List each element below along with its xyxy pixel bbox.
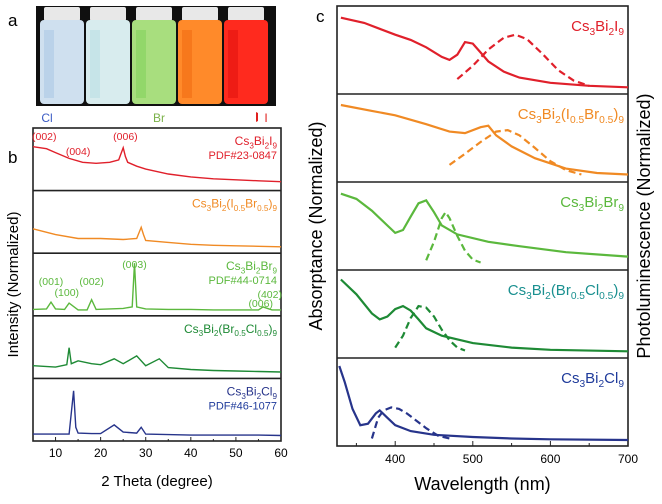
xrd-x-tick-label: 30 (139, 446, 153, 460)
xrd-pdf-label: PDF#44-0714 (209, 275, 278, 287)
xrd-pattern-line (33, 390, 282, 437)
xrd-pattern-line (32, 225, 282, 248)
pl-line (456, 33, 590, 87)
xrd-chart: Cs3​Bi2​I9​PDF#23-0847 (002) (004) (006) Cs3… (5, 127, 288, 490)
absorption-pl-chart: Cs3​Bi2​I9​ Cs3​Bi2​(I0.5​Br0.5​)9​ Cs3​Bi… (306, 5, 654, 494)
spectra-x-tick-label: 700 (618, 452, 638, 466)
xrd-frame (32, 127, 282, 442)
xrd-x-tick-label: 10 (49, 446, 63, 460)
xrd-x-tick-label: 50 (229, 446, 243, 460)
xrd-pattern-line (32, 145, 282, 183)
xrd-label-iBr: Cs3​Bi2​(I0.5​Br0.5​)9​ (192, 197, 277, 213)
vial-highlight (44, 30, 54, 98)
vial (40, 7, 84, 104)
xrd-peak-label: (002) (79, 276, 104, 288)
spectra-label-cs3bi2br9: Cs3​Bi2​Br9​ (560, 194, 624, 214)
pl-line (370, 406, 450, 440)
xrd-peak-label: (006) (113, 131, 138, 143)
spectra-label-brCl: Cs3​Bi2​(Br0.5​Cl0.5​)9​ (508, 282, 625, 302)
xrd-peak-label: (004) (66, 146, 91, 158)
absorptance-line (340, 16, 629, 89)
xrd-x-tick-label: 40 (184, 446, 198, 460)
xrd-peak-label: (002) (32, 131, 57, 143)
vial-cap (90, 7, 126, 21)
vial-cap (136, 7, 172, 21)
vial-highlight (90, 30, 100, 98)
vial (224, 7, 268, 104)
absorptance-y-axis-label: Absorptance (Normalized) (306, 121, 326, 330)
scale-label-br: Br (153, 111, 165, 125)
vial (178, 7, 222, 104)
xrd-label-cs3bi2i9: Cs3​Bi2​I9​ (235, 134, 278, 150)
xrd-pdf-label: PDF#23-0847 (209, 150, 278, 162)
xrd-x-tick-label: 20 (94, 446, 108, 460)
vial (86, 7, 130, 104)
spectra-x-tick-label: 400 (385, 452, 405, 466)
xrd-label-cs3bi2cl9: Cs3​Bi2​Cl9​ (227, 384, 278, 400)
halide-scale: Cl Br I (37, 108, 274, 126)
xrd-pattern-line (32, 263, 281, 311)
pl-y-axis-label: Photoluminescence (Normalized) (634, 93, 654, 358)
xrd-pattern-line (32, 347, 282, 373)
vials-photo (36, 6, 276, 106)
xrd-peak-label: (006) (248, 298, 273, 310)
absorptance-line (338, 365, 629, 442)
spectra-frame (336, 5, 629, 447)
vial-cap (228, 7, 264, 21)
xrd-peak-label: (001) (39, 276, 64, 288)
absorptance-line (340, 278, 629, 353)
vial-cap (182, 7, 218, 21)
panel-letter-a: a (8, 11, 18, 30)
xrd-label-brCl: Cs3​Bi2​(Br0.5​Cl0.5​)9​ (184, 322, 277, 338)
spectra-x-axis-label: Wavelength (nm) (414, 474, 550, 494)
spectra-label-cs3bi2i9: Cs3​Bi2​I9​ (571, 18, 624, 38)
spectra-x-tick-label: 500 (463, 452, 483, 466)
absorptance-line (340, 192, 629, 258)
pl-line (425, 210, 481, 264)
vial-highlight (228, 30, 238, 98)
pl-line (448, 128, 582, 176)
panel-letter-c: c (316, 7, 325, 26)
xrd-x-axis-label: 2 Theta (degree) (101, 473, 212, 490)
pl-line (394, 304, 466, 352)
xrd-x-tick-label: 60 (274, 446, 288, 460)
vial-highlight (182, 30, 192, 98)
spectra-label-iBr: Cs3​Bi2​(I0.5​Br0.5​)9​ (518, 106, 625, 126)
spectra-label-cs3bi2cl9: Cs3​Bi2​Cl9​ (561, 370, 624, 390)
xrd-pdf-label: PDF#46-1077 (209, 400, 278, 412)
vial-highlight (136, 30, 146, 98)
vial (132, 7, 176, 104)
spectra-x-tick-label: 600 (540, 452, 560, 466)
scale-label-cl: Cl (41, 111, 52, 125)
xrd-peak-label: (402) (257, 289, 282, 301)
xrd-peak-label: (003) (122, 259, 147, 271)
panel-letter-b: b (8, 148, 17, 167)
xrd-label-cs3bi2br9: Cs3​Bi2​Br9​ (226, 259, 277, 275)
xrd-peak-label: (100) (55, 287, 80, 299)
xrd-y-axis-label: Intensity (Normalized) (5, 212, 22, 358)
scale-label-i: I (264, 111, 267, 125)
vial-cap (44, 7, 80, 21)
